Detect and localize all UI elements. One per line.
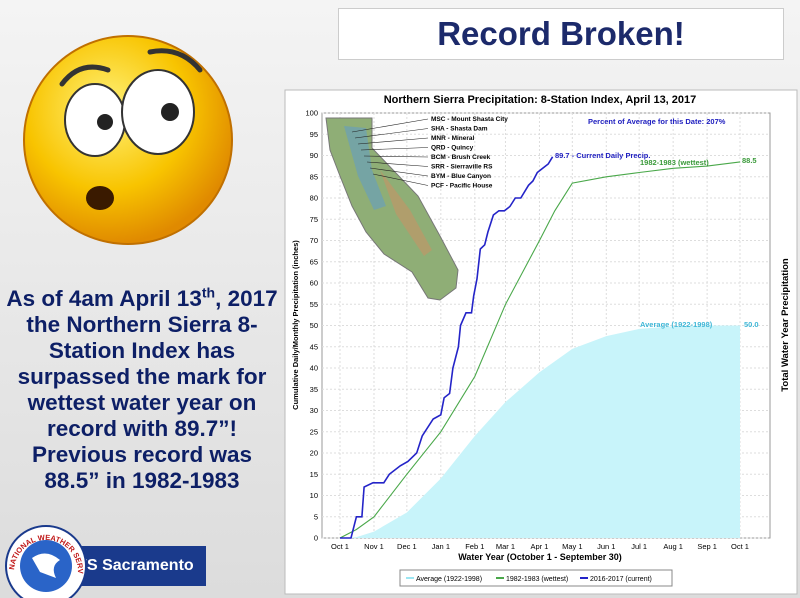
x-tick-label: May 1 — [562, 542, 582, 551]
map-label: SRR - Sierraville RS — [431, 164, 493, 171]
x-tick-label: Jul 1 — [631, 542, 647, 551]
map-label: BCM - Brush Creek — [431, 154, 491, 161]
x-tick-label: Dec 1 — [397, 542, 417, 551]
body-text-part: As of 4am April 13 — [6, 286, 202, 311]
y-tick-label: 65 — [310, 257, 318, 266]
annotation: 50.0 — [744, 320, 759, 329]
y-tick-label: 70 — [310, 236, 318, 245]
y-tick-label: 20 — [310, 449, 318, 458]
map-inset — [325, 117, 459, 301]
x-tick-label: Aug 1 — [663, 542, 683, 551]
line — [339, 161, 741, 539]
y-tick-label: 80 — [310, 194, 318, 203]
y-tick-label: 75 — [310, 215, 318, 224]
annotation: 1982-1983 (wettest) — [640, 158, 709, 167]
area — [340, 325, 740, 538]
annotation: Percent of Average for this Date: 207% — [588, 117, 726, 126]
y-tick-label: 60 — [310, 279, 318, 288]
chart-title: Northern Sierra Precipitation: 8-Station… — [384, 94, 697, 106]
annotation: 89.7 - Current Daily Precip. — [555, 151, 650, 160]
grid: 0 5 10 15 20 25 30 35 40 45 50 55 60 65 70 75 80 85 90 95 10… — [305, 109, 770, 551]
y-tick-label: 45 — [310, 342, 318, 351]
y-tick-label: 5 — [314, 512, 318, 521]
x-tick-label: Jun 1 — [597, 542, 615, 551]
annotation: Average (1922-1998) — [640, 320, 713, 329]
y-tick-label: 100 — [305, 109, 318, 118]
x-tick-label: Feb 1 — [465, 542, 484, 551]
map-label: MNR - Mineral — [431, 135, 475, 142]
legend-label: 2016-2017 (current) — [590, 576, 652, 583]
map-label: BYM - Blue Canyon — [431, 173, 491, 180]
y-tick-label: 25 — [310, 427, 318, 436]
annotation: 88.5 — [742, 156, 757, 165]
leader-line — [366, 161, 429, 167]
leader-line — [357, 137, 429, 145]
y-tick-label: 10 — [310, 491, 318, 500]
y-tick-label: 0 — [314, 534, 318, 543]
y-tick-label: 35 — [310, 385, 318, 394]
y-axis-label: Cumulative Daily/Monthly Precipitation (… — [291, 240, 300, 410]
legend-label: Average (1922-1998) — [416, 576, 482, 583]
body-text: As of 4am April 13th, 2017 the Northern … — [6, 286, 278, 494]
leader-line — [354, 128, 429, 139]
data-layer — [339, 156, 741, 539]
y2-axis-label: Total Water Year Precipitation — [780, 258, 791, 392]
x-tick-label: Sep 1 — [697, 542, 717, 551]
y-tick-label: 95 — [310, 130, 318, 139]
slide-title: Record Broken! — [338, 8, 784, 60]
legend: Average (1922-1998) 1982-1983 (wettest) 20… — [406, 576, 652, 583]
map-label: MSC - Mount Shasta City — [431, 116, 508, 123]
x-tick-label: Nov 1 — [364, 542, 384, 551]
y-tick-label: 30 — [310, 406, 318, 415]
map-labels: MSC - Mount Shasta City SHA - Shasta Dam M… — [351, 116, 508, 190]
y-tick-label: 55 — [310, 300, 318, 309]
leader-line — [351, 118, 429, 133]
map-label: QRD - Quincy — [431, 145, 474, 152]
x-tick-label: Oct 1 — [331, 542, 349, 551]
y-tick-label: 85 — [310, 172, 318, 181]
line — [340, 156, 554, 539]
map-label: PCF - Pacific House — [431, 183, 493, 190]
y-tick-label: 15 — [310, 470, 318, 479]
x-tick-label: Oct 1 — [731, 542, 749, 551]
y-tick-label: 50 — [310, 321, 318, 330]
leader-line — [369, 167, 429, 177]
y-tick-label: 40 — [310, 364, 318, 373]
leader-line — [372, 173, 429, 186]
y-tick-label: 90 — [310, 151, 318, 160]
map-label: SHA - Shasta Dam — [431, 126, 488, 133]
emoji — [23, 35, 233, 245]
legend-box — [399, 569, 673, 587]
x-tick-label: Jan 1 — [432, 542, 450, 551]
x-axis-label: Water Year (October 1 - September 30) — [458, 552, 622, 562]
leader-line — [360, 147, 429, 151]
x-tick-label: Apr 1 — [530, 542, 548, 551]
body-text-sup: th — [201, 284, 216, 301]
leader-line — [363, 155, 429, 158]
legend-label: 1982-1983 (wettest) — [506, 576, 568, 583]
x-tick-label: Mar 1 — [496, 542, 515, 551]
body-text-part: , 2017 the Northern Sierra 8-Station Ind… — [17, 286, 278, 493]
annotation-layer: Percent of Average for this Date: 207% 89… — [555, 117, 759, 329]
